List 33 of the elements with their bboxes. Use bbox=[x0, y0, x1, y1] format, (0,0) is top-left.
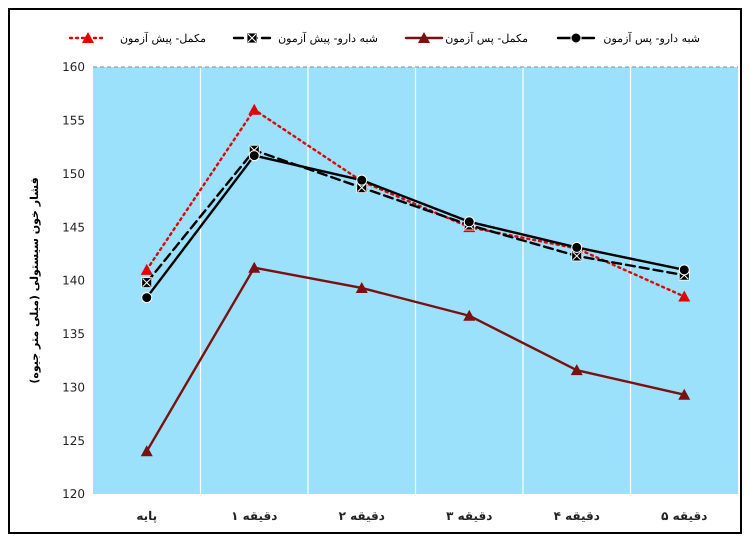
y-tick-label: 155 bbox=[62, 114, 85, 128]
y-axis-title: فشار خون سیستولی (میلی متر جیوه) bbox=[28, 177, 41, 384]
point bbox=[570, 364, 583, 376]
x-tick-label: دقیقه ۵ bbox=[661, 509, 708, 523]
y-tick-label: 120 bbox=[62, 487, 85, 502]
point bbox=[140, 264, 153, 275]
point bbox=[141, 292, 152, 304]
point bbox=[678, 388, 690, 400]
point bbox=[463, 310, 476, 321]
y-tick-label: 145 bbox=[62, 220, 85, 234]
y-tick-label: 150 bbox=[62, 166, 85, 181]
x-tick-label: دقیقه ۳ bbox=[446, 509, 492, 523]
y-tick-label: 130 bbox=[62, 380, 85, 394]
x-tick-label: دقیقه ۴ bbox=[554, 509, 600, 523]
point bbox=[678, 264, 690, 276]
point bbox=[678, 290, 690, 302]
point bbox=[464, 216, 475, 228]
legend-label: مکمل- پیش آزمون bbox=[120, 30, 206, 45]
legend-label: شبه دارو- پیش آزمون bbox=[278, 30, 378, 45]
point bbox=[248, 262, 260, 273]
point bbox=[248, 104, 260, 115]
legend-label: مکمل- پس آزمون bbox=[445, 30, 528, 45]
x-tick-label: دقیقه ۲ bbox=[338, 509, 385, 523]
point bbox=[248, 150, 260, 162]
y-tick-label: 135 bbox=[62, 327, 85, 342]
point bbox=[140, 445, 153, 456]
legend-label: شبه دارو- پس آزمون bbox=[603, 30, 700, 45]
y-tick-label: 160 bbox=[62, 60, 85, 74]
x-tick-label: پایه bbox=[136, 509, 158, 523]
point bbox=[356, 282, 368, 293]
x-tick-label: دقیقه ۱ bbox=[231, 509, 278, 523]
y-tick-label: 125 bbox=[62, 434, 85, 448]
y-tick-label: 140 bbox=[62, 274, 85, 288]
